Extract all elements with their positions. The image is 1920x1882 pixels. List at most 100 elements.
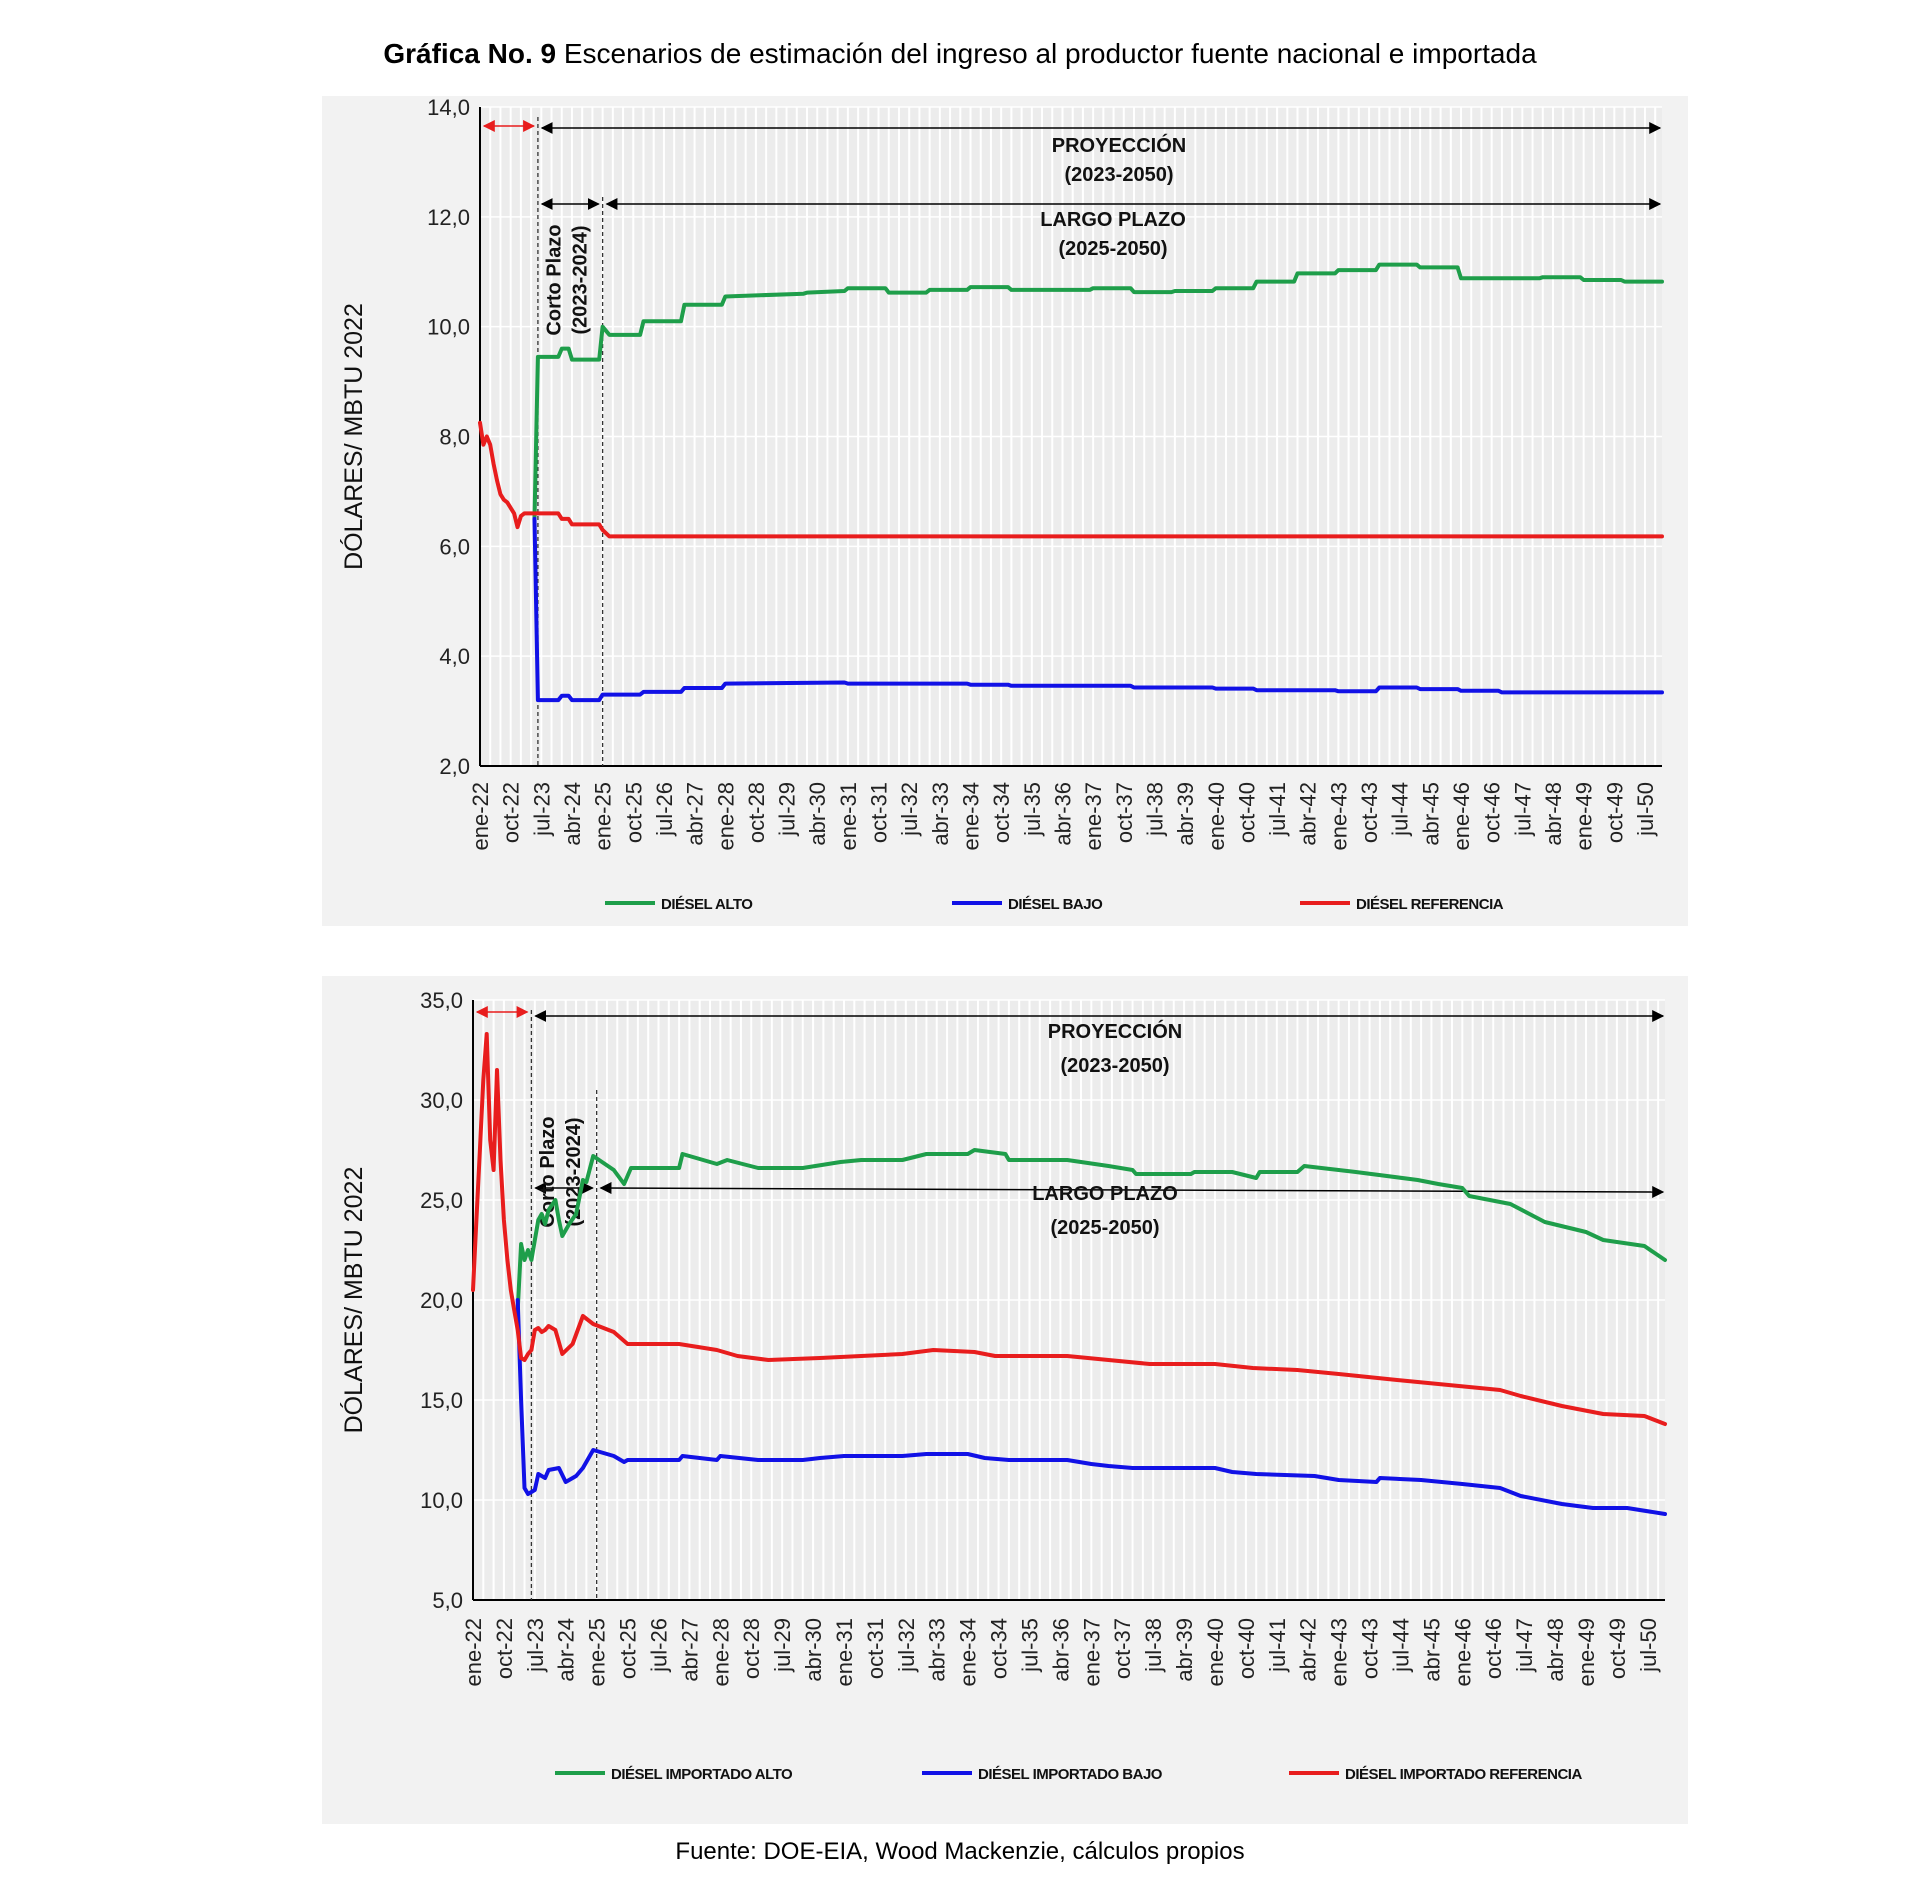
x-tick-label: jul-38	[1141, 1618, 1166, 1673]
figure-title-text: Escenarios de estimación del ingreso al …	[556, 38, 1537, 69]
x-tick-label: abr-33	[928, 782, 953, 846]
x-tick-label: abr-30	[805, 782, 830, 846]
y-tick-label: 35,0	[420, 988, 463, 1013]
y-tick-label: 12,0	[427, 205, 470, 230]
y-axis-label: DÓLARES/ MBTU 2022	[339, 303, 368, 570]
legend-label: DIÉSEL BAJO	[1008, 896, 1103, 913]
x-tick-label: oct-22	[499, 782, 524, 843]
x-tick-label: ene-22	[468, 782, 493, 851]
x-tick-label: oct-34	[989, 782, 1014, 843]
x-tick-label: jul-38	[1142, 782, 1167, 837]
x-tick-label: ene-40	[1203, 1618, 1228, 1687]
annotation-proyeccion: PROYECCIÓN	[1048, 1019, 1182, 1043]
y-tick-label: 15,0	[420, 1388, 463, 1413]
x-tick-label: oct-49	[1605, 1618, 1630, 1679]
x-tick-label: oct-22	[492, 1618, 517, 1679]
x-tick-label: abr-27	[677, 1618, 702, 1682]
annotation-corto-plazo: Corto Plazo	[543, 224, 565, 335]
x-tick-label: jul-47	[1512, 1618, 1537, 1673]
annotation-proyeccion: (2023-2050)	[1065, 164, 1174, 186]
figure-title-bold: Gráfica No. 9	[383, 38, 557, 69]
x-tick-label: abr-24	[554, 1618, 579, 1682]
y-tick-label: 4,0	[439, 644, 470, 669]
series-line-2	[515, 1298, 1667, 1516]
legend-label: DIÉSEL REFERENCIA	[1356, 896, 1504, 913]
x-tick-label: jul-35	[1017, 1618, 1042, 1673]
x-tick-label: abr-36	[1050, 782, 1075, 846]
legend-label: DIÉSEL IMPORTADO ALTO	[611, 1766, 793, 1783]
x-tick-label: abr-36	[1048, 1618, 1073, 1682]
y-tick-label: 5,0	[432, 1588, 463, 1613]
x-tick-label: jul-44	[1388, 1618, 1413, 1673]
x-tick-label: abr-45	[1418, 782, 1443, 846]
x-tick-label: ene-40	[1204, 782, 1229, 851]
series-line-3	[478, 420, 1664, 539]
annotation-corto-plazo: (2023-2024)	[563, 1118, 585, 1227]
x-tick-label: ene-49	[1572, 782, 1597, 851]
x-tick-label: ene-46	[1450, 1618, 1475, 1687]
x-tick-label: jul-29	[775, 782, 800, 837]
y-tick-label: 10,0	[420, 1488, 463, 1513]
x-tick-label: jul-41	[1265, 782, 1290, 837]
y-tick-label: 25,0	[420, 1188, 463, 1213]
y-tick-label: 10,0	[427, 315, 470, 340]
x-tick-label: ene-28	[708, 1618, 733, 1687]
x-tick-label: oct-46	[1481, 1618, 1506, 1679]
x-tick-label: ene-25	[591, 782, 616, 851]
x-tick-label: jul-26	[646, 1618, 671, 1673]
annotation-largo-plazo: LARGO PLAZO	[1032, 1183, 1178, 1205]
legend-label: DIÉSEL ALTO	[661, 896, 753, 913]
x-tick-label: oct-49	[1602, 782, 1627, 843]
x-tick-label: oct-46	[1480, 782, 1505, 843]
series-line-1	[532, 262, 1664, 521]
y-axis-label: DÓLARES/ MBTU 2022	[339, 1167, 368, 1434]
y-tick-label: 30,0	[420, 1088, 463, 1113]
x-tick-label: abr-42	[1296, 782, 1321, 846]
annotation-proyeccion: PROYECCIÓN	[1052, 133, 1186, 157]
x-tick-label: oct-28	[739, 1618, 764, 1679]
x-tick-label: jul-35	[1020, 782, 1045, 837]
x-tick-label: oct-25	[621, 782, 646, 843]
x-tick-label: jul-47	[1510, 782, 1535, 837]
x-tick-label: ene-34	[959, 782, 984, 851]
x-tick-label: oct-37	[1110, 1618, 1135, 1679]
x-tick-label: jul-26	[652, 782, 677, 837]
x-tick-label: oct-37	[1112, 782, 1137, 843]
x-tick-label: jul-50	[1633, 782, 1658, 837]
x-tick-label: ene-37	[1081, 782, 1106, 851]
legend-label: DIÉSEL IMPORTADO REFERENCIA	[1345, 1766, 1582, 1783]
x-tick-label: oct-28	[744, 782, 769, 843]
series-line-1	[515, 1148, 1667, 1312]
x-tick-label: jul-32	[897, 782, 922, 837]
figure-source: Fuente: DOE-EIA, Wood Mackenzie, cálculo…	[675, 1838, 1245, 1865]
x-tick-label: oct-40	[1234, 782, 1259, 843]
x-tick-label: abr-39	[1172, 1618, 1197, 1682]
y-tick-label: 8,0	[439, 425, 470, 450]
x-tick-label: oct-31	[863, 1618, 888, 1679]
x-tick-label: ene-22	[461, 1618, 486, 1687]
x-tick-label: abr-24	[560, 782, 585, 846]
x-tick-label: jul-23	[523, 1618, 548, 1673]
x-tick-label: ene-43	[1326, 782, 1351, 851]
x-tick-label: jul-23	[529, 782, 554, 837]
x-tick-label: oct-34	[987, 1618, 1012, 1679]
x-tick-label: abr-48	[1541, 782, 1566, 846]
x-tick-label: ene-43	[1327, 1618, 1352, 1687]
x-tick-label: ene-31	[832, 1618, 857, 1687]
x-tick-label: jul-50	[1636, 1618, 1661, 1673]
x-tick-label: ene-28	[713, 782, 738, 851]
series-line-3	[471, 1032, 1667, 1426]
x-tick-label: jul-29	[770, 1618, 795, 1673]
x-tick-label: abr-39	[1173, 782, 1198, 846]
annotation-largo-plazo: (2025-2050)	[1051, 1217, 1160, 1239]
x-tick-label: ene-46	[1449, 782, 1474, 851]
annotation-largo-plazo: (2025-2050)	[1059, 238, 1168, 260]
x-tick-label: abr-42	[1296, 1618, 1321, 1682]
x-tick-label: ene-31	[836, 782, 861, 851]
y-tick-label: 20,0	[420, 1288, 463, 1313]
figure-title: Gráfica No. 9 Escenarios de estimación d…	[0, 38, 1920, 70]
legend-label: DIÉSEL IMPORTADO BAJO	[978, 1766, 1163, 1783]
x-tick-label: oct-43	[1357, 782, 1382, 843]
